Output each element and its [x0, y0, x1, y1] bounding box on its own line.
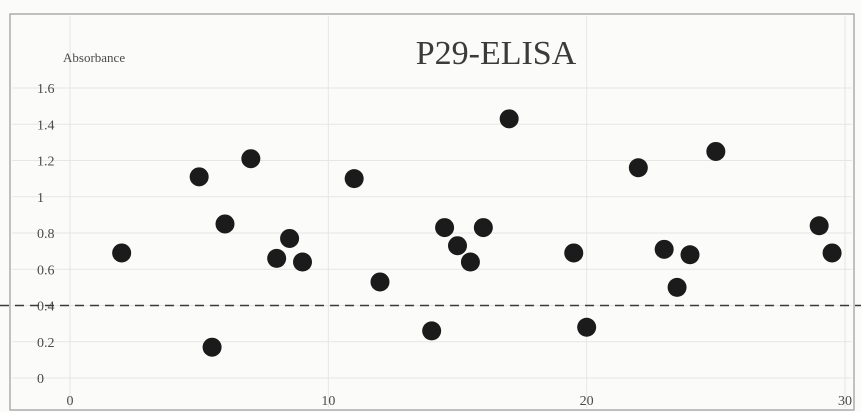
- data-point: [422, 321, 442, 341]
- y-tick-label: 0.2: [37, 336, 55, 351]
- data-point: [499, 109, 519, 129]
- data-point: [293, 252, 312, 272]
- y-axis-tick-labels: 0 0.2 0.4 0.6 0.8 1 1.2 1.4 1.6: [37, 82, 55, 387]
- y-tick-label: 0.4: [37, 300, 55, 315]
- data-point: [667, 277, 687, 297]
- data-point: [112, 243, 132, 263]
- x-tick-label: 0: [67, 394, 74, 409]
- data-points: [112, 109, 842, 357]
- data-point: [706, 141, 726, 161]
- x-tick-label: 20: [580, 394, 594, 409]
- data-point: [215, 214, 235, 234]
- y-tick-label: 1.6: [37, 82, 55, 97]
- data-point: [241, 149, 261, 169]
- plot-frame: [9, 13, 855, 411]
- data-point: [654, 239, 674, 259]
- data-point: [435, 218, 455, 238]
- y-tick-label: 1: [37, 191, 44, 206]
- y-tick-label: 1.2: [37, 155, 55, 170]
- data-point: [189, 167, 209, 187]
- data-point: [460, 252, 480, 272]
- y-tick-label: 1.4: [37, 118, 55, 133]
- data-point: [628, 158, 648, 178]
- chart-title: P29-ELISA: [416, 35, 577, 72]
- data-point: [202, 337, 222, 357]
- y-tick-label: 0.8: [37, 227, 55, 242]
- data-point: [473, 218, 493, 238]
- data-point: [822, 243, 842, 263]
- y-tick-label: 0.6: [37, 263, 55, 278]
- y-tick-label: 0: [37, 372, 44, 387]
- data-point: [564, 243, 584, 263]
- data-point: [370, 272, 390, 292]
- data-point: [280, 228, 300, 248]
- data-point: [448, 236, 467, 256]
- data-point: [809, 216, 829, 236]
- x-tick-label: 30: [838, 394, 852, 409]
- x-tick-label: 10: [321, 394, 335, 409]
- data-point: [680, 245, 700, 265]
- data-point: [344, 169, 364, 189]
- data-point: [267, 248, 287, 268]
- y-axis-label: Absorbance: [63, 50, 125, 65]
- data-point: [577, 317, 597, 337]
- x-axis-tick-labels: 0 10 20 30: [67, 394, 853, 409]
- grid: [12, 16, 852, 408]
